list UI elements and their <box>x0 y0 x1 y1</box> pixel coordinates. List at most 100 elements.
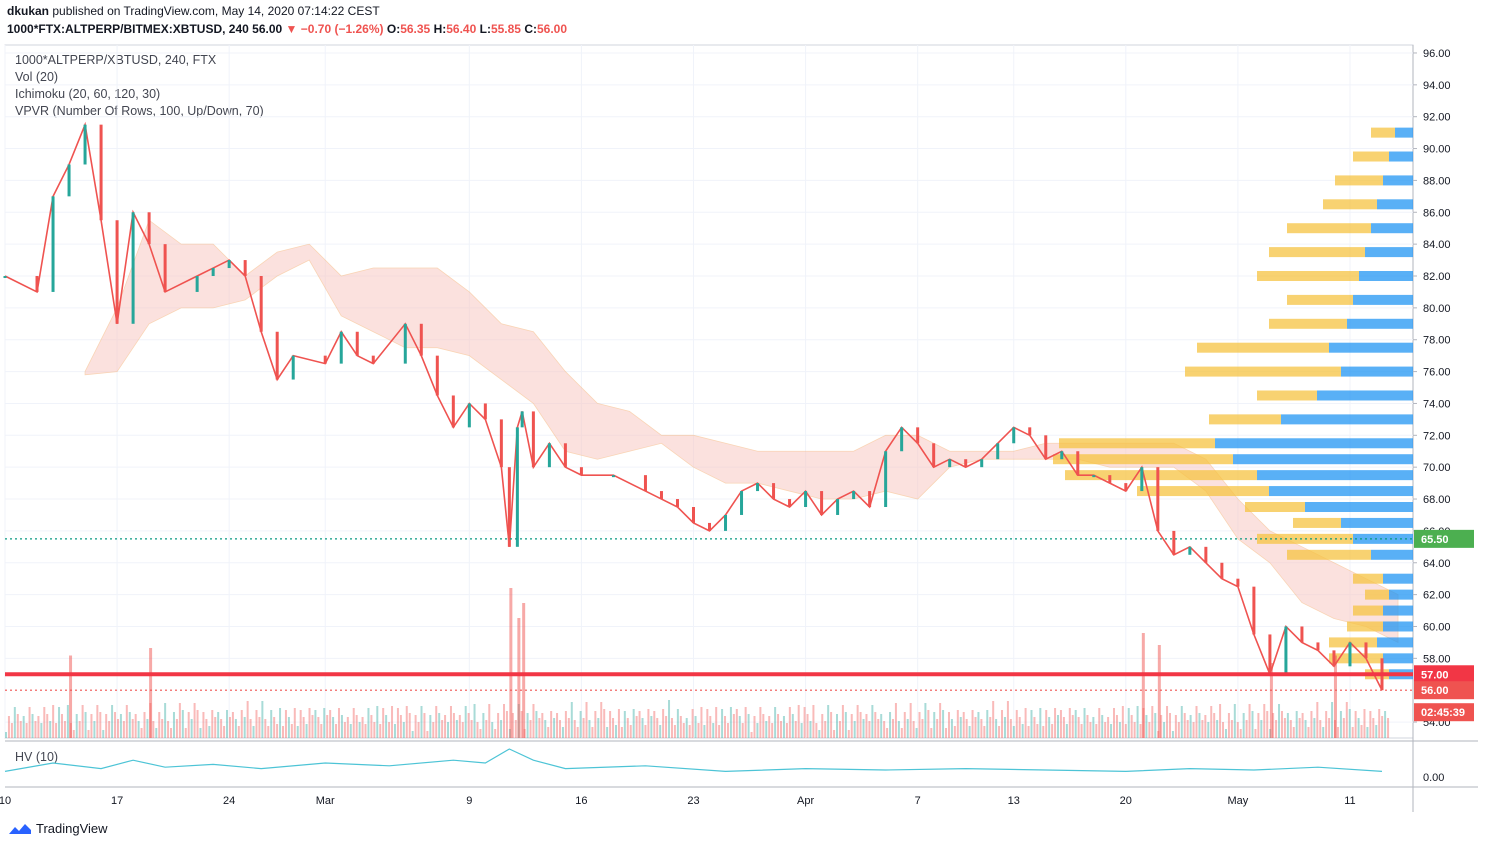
volume-bar <box>199 728 202 738</box>
volume-bar <box>1083 708 1086 738</box>
volume-bar <box>408 713 411 738</box>
volume-bar <box>447 722 450 738</box>
volume-spike <box>149 648 153 738</box>
volume-bar <box>367 708 370 738</box>
vp-bar-up <box>1371 549 1413 560</box>
volume-bar <box>550 711 553 738</box>
volume-bar <box>455 720 458 738</box>
volume-bar <box>983 726 986 738</box>
candle <box>483 403 487 420</box>
volume-bar <box>700 707 703 738</box>
y-tick-label: 86.00 <box>1423 207 1451 219</box>
volume-bar <box>1145 715 1148 738</box>
volume-bar <box>143 712 146 738</box>
legend-volume[interactable]: Vol (20) <box>15 70 59 84</box>
volume-bar <box>1071 715 1074 738</box>
volume-bar <box>1251 711 1254 738</box>
x-tick-label: 7 <box>915 795 921 807</box>
volume-bar <box>738 716 741 738</box>
volume-bar <box>299 710 302 738</box>
volume-bar <box>402 722 405 738</box>
volume-bar <box>1260 720 1263 738</box>
volume-bar <box>1328 718 1331 738</box>
vp-bar-up <box>1281 414 1413 425</box>
volume-bar <box>1292 727 1295 738</box>
volume-bar <box>258 717 261 738</box>
x-tick-label: 17 <box>111 795 123 807</box>
volume-bar <box>818 730 821 738</box>
volume-spike <box>1333 655 1337 738</box>
y-tick-label: 64.00 <box>1423 558 1451 570</box>
volume-bar <box>323 708 326 738</box>
y-tick-label: 70.00 <box>1423 462 1451 474</box>
volume-bar <box>1345 702 1348 738</box>
volume-bar <box>399 715 402 738</box>
volume-bar <box>511 713 514 738</box>
volume-bar <box>827 705 830 738</box>
volume-bar <box>862 719 865 738</box>
volume-bar <box>1242 713 1245 738</box>
volume-bar <box>532 704 535 738</box>
volume-bar <box>435 706 438 738</box>
candle <box>275 331 279 380</box>
volume-bar <box>573 720 576 738</box>
volume-bar <box>753 716 756 738</box>
volume-bar <box>290 724 293 738</box>
candle <box>611 475 615 478</box>
candle <box>1252 586 1256 635</box>
vp-bar-up <box>1341 517 1413 528</box>
volume-bar <box>670 718 673 738</box>
candle <box>643 475 647 492</box>
legend-ichimoku[interactable]: Ichimoku (20, 60, 120, 30) <box>15 87 161 101</box>
volume-bar <box>791 714 794 738</box>
volume-bar <box>326 715 329 738</box>
legend-symbol[interactable]: 1000*ALTPERP/XBTUSD, 240, FTX <box>15 53 217 67</box>
candle <box>756 483 760 492</box>
volume-bar <box>234 719 237 738</box>
volume-bar <box>1089 722 1092 738</box>
volume-bar <box>709 716 712 738</box>
candle <box>99 124 103 221</box>
volume-bar <box>84 712 87 738</box>
volume-bar <box>703 725 706 738</box>
price-chart[interactable]: 96.0094.0092.0090.0088.0086.0084.0082.00… <box>0 38 1485 814</box>
volume-bar <box>1166 706 1169 738</box>
legend-hv[interactable]: HV (10) <box>15 750 59 764</box>
volume-bar <box>1065 724 1068 738</box>
volume-bar <box>556 713 559 738</box>
candle <box>83 124 87 165</box>
volume-bar <box>343 722 346 738</box>
author-name[interactable]: dkukan <box>7 4 50 18</box>
volume-bar <box>623 711 626 738</box>
volume-bar <box>373 722 376 738</box>
vp-bar-up <box>1257 470 1413 481</box>
volume-bar <box>959 717 962 738</box>
volume-bar <box>505 711 508 738</box>
volume-bar <box>1298 718 1301 738</box>
volume-bar <box>7 716 10 738</box>
volume-bar <box>547 727 550 738</box>
legend-vpvr[interactable]: VPVR (Number Of Rows, 100, Up/Down, 70) <box>15 104 264 118</box>
price-badge-label: 65.50 <box>1421 534 1449 546</box>
candle <box>131 212 135 324</box>
y-tick-label: 94.00 <box>1423 80 1451 92</box>
volume-bar <box>37 716 40 738</box>
volume-bar <box>782 716 785 738</box>
x-tick-label: May <box>1227 795 1248 807</box>
volume-bar <box>877 719 880 738</box>
tradingview-branding[interactable]: TradingView <box>8 821 108 836</box>
volume-bar <box>1107 717 1110 738</box>
candle <box>1332 650 1336 667</box>
volume-bar <box>1375 725 1378 738</box>
volume-bar <box>735 709 738 738</box>
volume-bar <box>16 714 19 738</box>
volume-bar <box>426 731 429 738</box>
volume-bar <box>114 712 117 738</box>
candle <box>243 260 247 276</box>
vp-bar-down <box>1293 517 1341 528</box>
volume-bar <box>830 712 833 738</box>
x-tick-label: 23 <box>687 795 699 807</box>
candle <box>51 196 55 292</box>
volume-bar <box>102 730 105 738</box>
volume-bar <box>1304 720 1307 738</box>
